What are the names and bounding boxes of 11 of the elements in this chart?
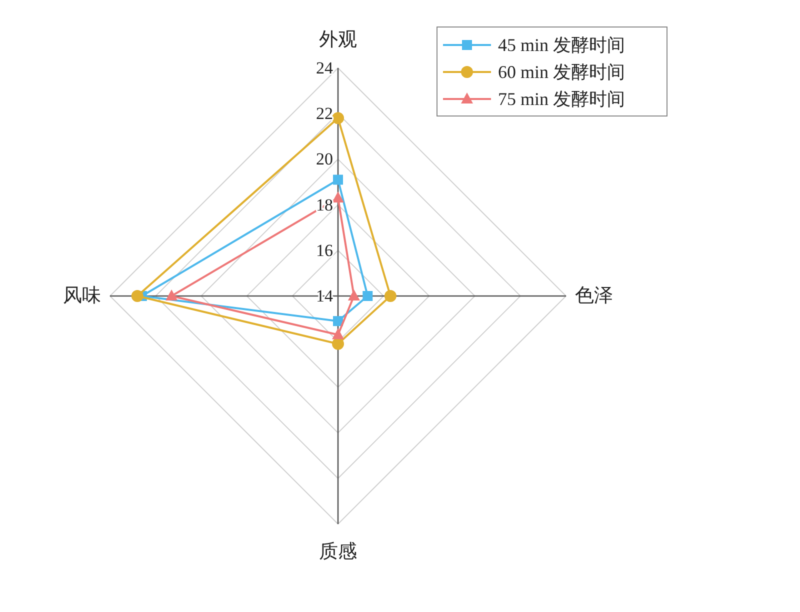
legend-label: 75 min 发酵时间 (498, 89, 626, 109)
y-tick-label: 16 (316, 240, 333, 260)
spoke-label: 色泽 (575, 286, 613, 306)
y-tick-label: 22 (316, 104, 333, 124)
y-tick-label: 20 (316, 150, 333, 169)
y-tick-label: 24 (316, 58, 334, 78)
legend-label: 45 min 发酵时间 (498, 35, 626, 55)
spoke-label: 外观 (319, 30, 357, 50)
legend-label: 60 min 发酵时间 (498, 62, 626, 82)
spoke-label: 质感 (319, 542, 357, 562)
spoke-label: 风味 (63, 286, 101, 306)
